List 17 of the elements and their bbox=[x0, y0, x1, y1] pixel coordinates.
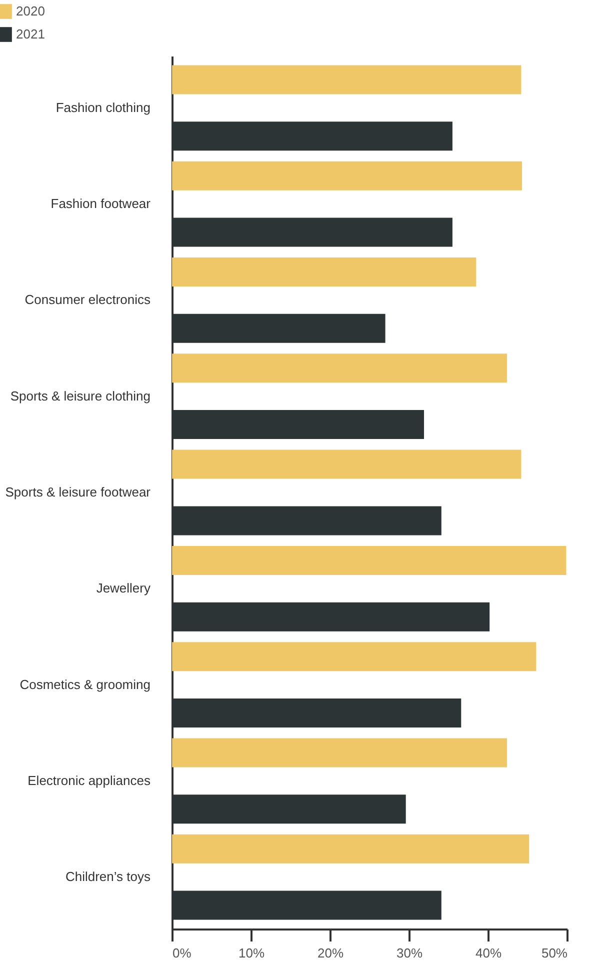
x-tick-label: 50% bbox=[541, 946, 568, 960]
x-tick-label: 0% bbox=[172, 946, 192, 960]
y-tick-label: Consumer electronics bbox=[24, 292, 151, 308]
y-tick-label: Fashion footwear bbox=[50, 196, 152, 212]
y-tick-label: Cosmetics & grooming bbox=[20, 676, 150, 692]
y-tick-label: Sports & leisure clothing bbox=[10, 388, 150, 404]
legend-label: 2020 bbox=[16, 4, 45, 18]
x-tick-label: 40% bbox=[475, 946, 502, 960]
y-tick-label: Electronic appliances bbox=[28, 772, 151, 788]
x-tick-label: 20% bbox=[317, 946, 344, 960]
y-tick-label: Jewellery bbox=[96, 580, 151, 596]
x-tick-label: 10% bbox=[238, 946, 265, 960]
y-tick-label: Sports & leisure footwear bbox=[5, 484, 152, 500]
y-tick-label: Fashion clothing bbox=[56, 100, 150, 115]
y-tick-label: Children’s toys bbox=[65, 869, 151, 884]
legend-label: 2021 bbox=[16, 26, 45, 42]
x-tick-label: 30% bbox=[396, 946, 423, 960]
